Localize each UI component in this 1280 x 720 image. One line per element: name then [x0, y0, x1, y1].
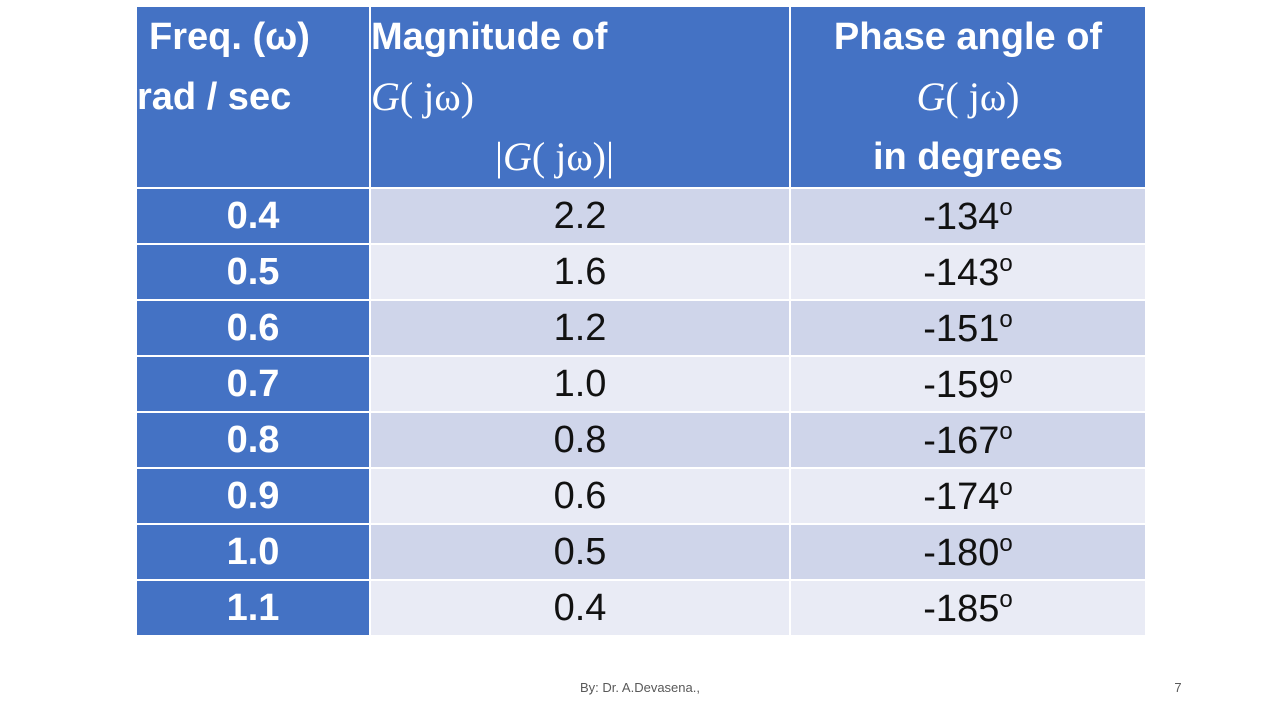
degree-symbol: o [999, 529, 1013, 557]
degree-symbol: o [999, 585, 1013, 613]
header-magnitude: Magnitude of G( jω) |G( jω)| [369, 5, 791, 189]
cell-phase: -159o [789, 355, 1147, 413]
cell-frequency: 0.9 [135, 467, 371, 525]
header-frequency-line2: rad / sec [137, 76, 292, 118]
cell-phase: -174o [789, 467, 1147, 525]
cell-magnitude: 1.0 [369, 355, 791, 413]
cell-phase: -185o [789, 579, 1147, 637]
degree-symbol: o [999, 473, 1013, 501]
header-frequency: Freq. (ω) rad / sec [135, 5, 371, 189]
cell-magnitude: 0.6 [369, 467, 791, 525]
header-magnitude-function: G( jω) [371, 74, 474, 119]
cell-magnitude: 1.2 [369, 299, 791, 357]
header-phase-function: G( jω) [916, 74, 1020, 119]
degree-symbol: o [999, 417, 1013, 445]
cell-frequency: 0.5 [135, 243, 371, 301]
cell-phase: -151o [789, 299, 1147, 357]
cell-phase: -134o [789, 187, 1147, 245]
header-phase: Phase angle of G( jω) in degrees [789, 5, 1147, 189]
degree-symbol: o [999, 193, 1013, 221]
cell-magnitude: 2.2 [369, 187, 791, 245]
cell-phase-value: -185 [923, 587, 1000, 630]
cell-phase-value: -143 [923, 251, 1000, 294]
cell-frequency: 0.6 [135, 299, 371, 357]
degree-symbol: o [999, 361, 1013, 389]
table-row: 1.0 0.5 -180o [135, 523, 1147, 581]
header-phase-line1: Phase angle of [833, 16, 1103, 58]
degree-symbol: o [999, 305, 1013, 333]
cell-frequency: 0.8 [135, 411, 371, 469]
header-magnitude-line1: Magnitude of [371, 16, 608, 58]
table-row: 0.8 0.8 -167o [135, 411, 1147, 469]
cell-magnitude: 0.5 [369, 523, 791, 581]
cell-phase: -143o [789, 243, 1147, 301]
slide-number: 7 [1174, 680, 1182, 695]
header-frequency-line1: Freq. (ω) [149, 16, 310, 58]
cell-frequency: 0.7 [135, 355, 371, 413]
degree-symbol: o [999, 249, 1013, 277]
cell-phase: -167o [789, 411, 1147, 469]
cell-magnitude: 1.6 [369, 243, 791, 301]
cell-phase-value: -159 [923, 363, 1000, 406]
cell-frequency: 1.0 [135, 523, 371, 581]
cell-frequency: 0.4 [135, 187, 371, 245]
footer-author: By: Dr. A.Devasena., [580, 680, 700, 695]
cell-phase-value: -151 [923, 307, 1000, 350]
cell-phase-value: -180 [923, 531, 1000, 574]
header-magnitude-abs: |G( jω)| [495, 134, 615, 179]
table-row: 0.7 1.0 -159o [135, 355, 1147, 413]
cell-frequency: 1.1 [135, 579, 371, 637]
table-row: 0.6 1.2 -151o [135, 299, 1147, 357]
cell-phase-value: -134 [923, 195, 1000, 238]
cell-phase-value: -167 [923, 419, 1000, 462]
cell-magnitude: 0.4 [369, 579, 791, 637]
table-body: 0.4 2.2 -134o 0.5 1.6 -143o 0.6 1.2 -151o 0.7 1.0-… [135, 187, 1147, 637]
cell-phase-value: -174 [923, 475, 1000, 518]
table-row: 0.4 2.2 -134o [135, 187, 1147, 245]
header-phase-line3: in degrees [872, 136, 1064, 178]
frequency-response-table: Freq. (ω) rad / sec Magnitude of G( jω) … [135, 5, 1147, 637]
table-header-row: Freq. (ω) rad / sec Magnitude of G( jω) … [135, 5, 1147, 189]
cell-phase: -180o [789, 523, 1147, 581]
cell-magnitude: 0.8 [369, 411, 791, 469]
table-row: 1.1 0.4 -185o [135, 579, 1147, 637]
table-row: 0.5 1.6 -143o [135, 243, 1147, 301]
table-row: 0.9 0.6 -174o [135, 467, 1147, 525]
